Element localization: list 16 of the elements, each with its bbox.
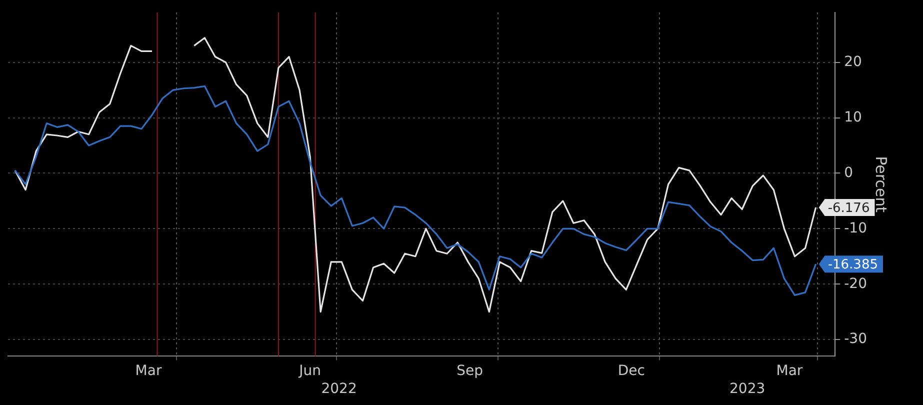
- x-tick-label: Jun: [298, 363, 321, 380]
- data-label: -16.385: [828, 257, 878, 272]
- x-tick-label: Mar: [135, 363, 162, 380]
- y-tick-label: 0: [844, 164, 854, 181]
- y-tick-label: -20: [844, 276, 868, 292]
- text: 2022: [321, 380, 357, 397]
- x-tick-label: Mar: [776, 363, 803, 380]
- y-tick-label: 10: [844, 109, 862, 126]
- y-axis-title: Percent: [872, 156, 890, 213]
- x-tick-label: Dec: [618, 363, 645, 380]
- y-tick-label: 20: [844, 54, 862, 70]
- y-tick-label: -10: [844, 220, 868, 236]
- x-tick-label: Sep: [456, 363, 484, 380]
- data-label: -6.176: [828, 200, 870, 216]
- y-tick-label: -30: [844, 331, 868, 348]
- text: 2023: [730, 380, 766, 397]
